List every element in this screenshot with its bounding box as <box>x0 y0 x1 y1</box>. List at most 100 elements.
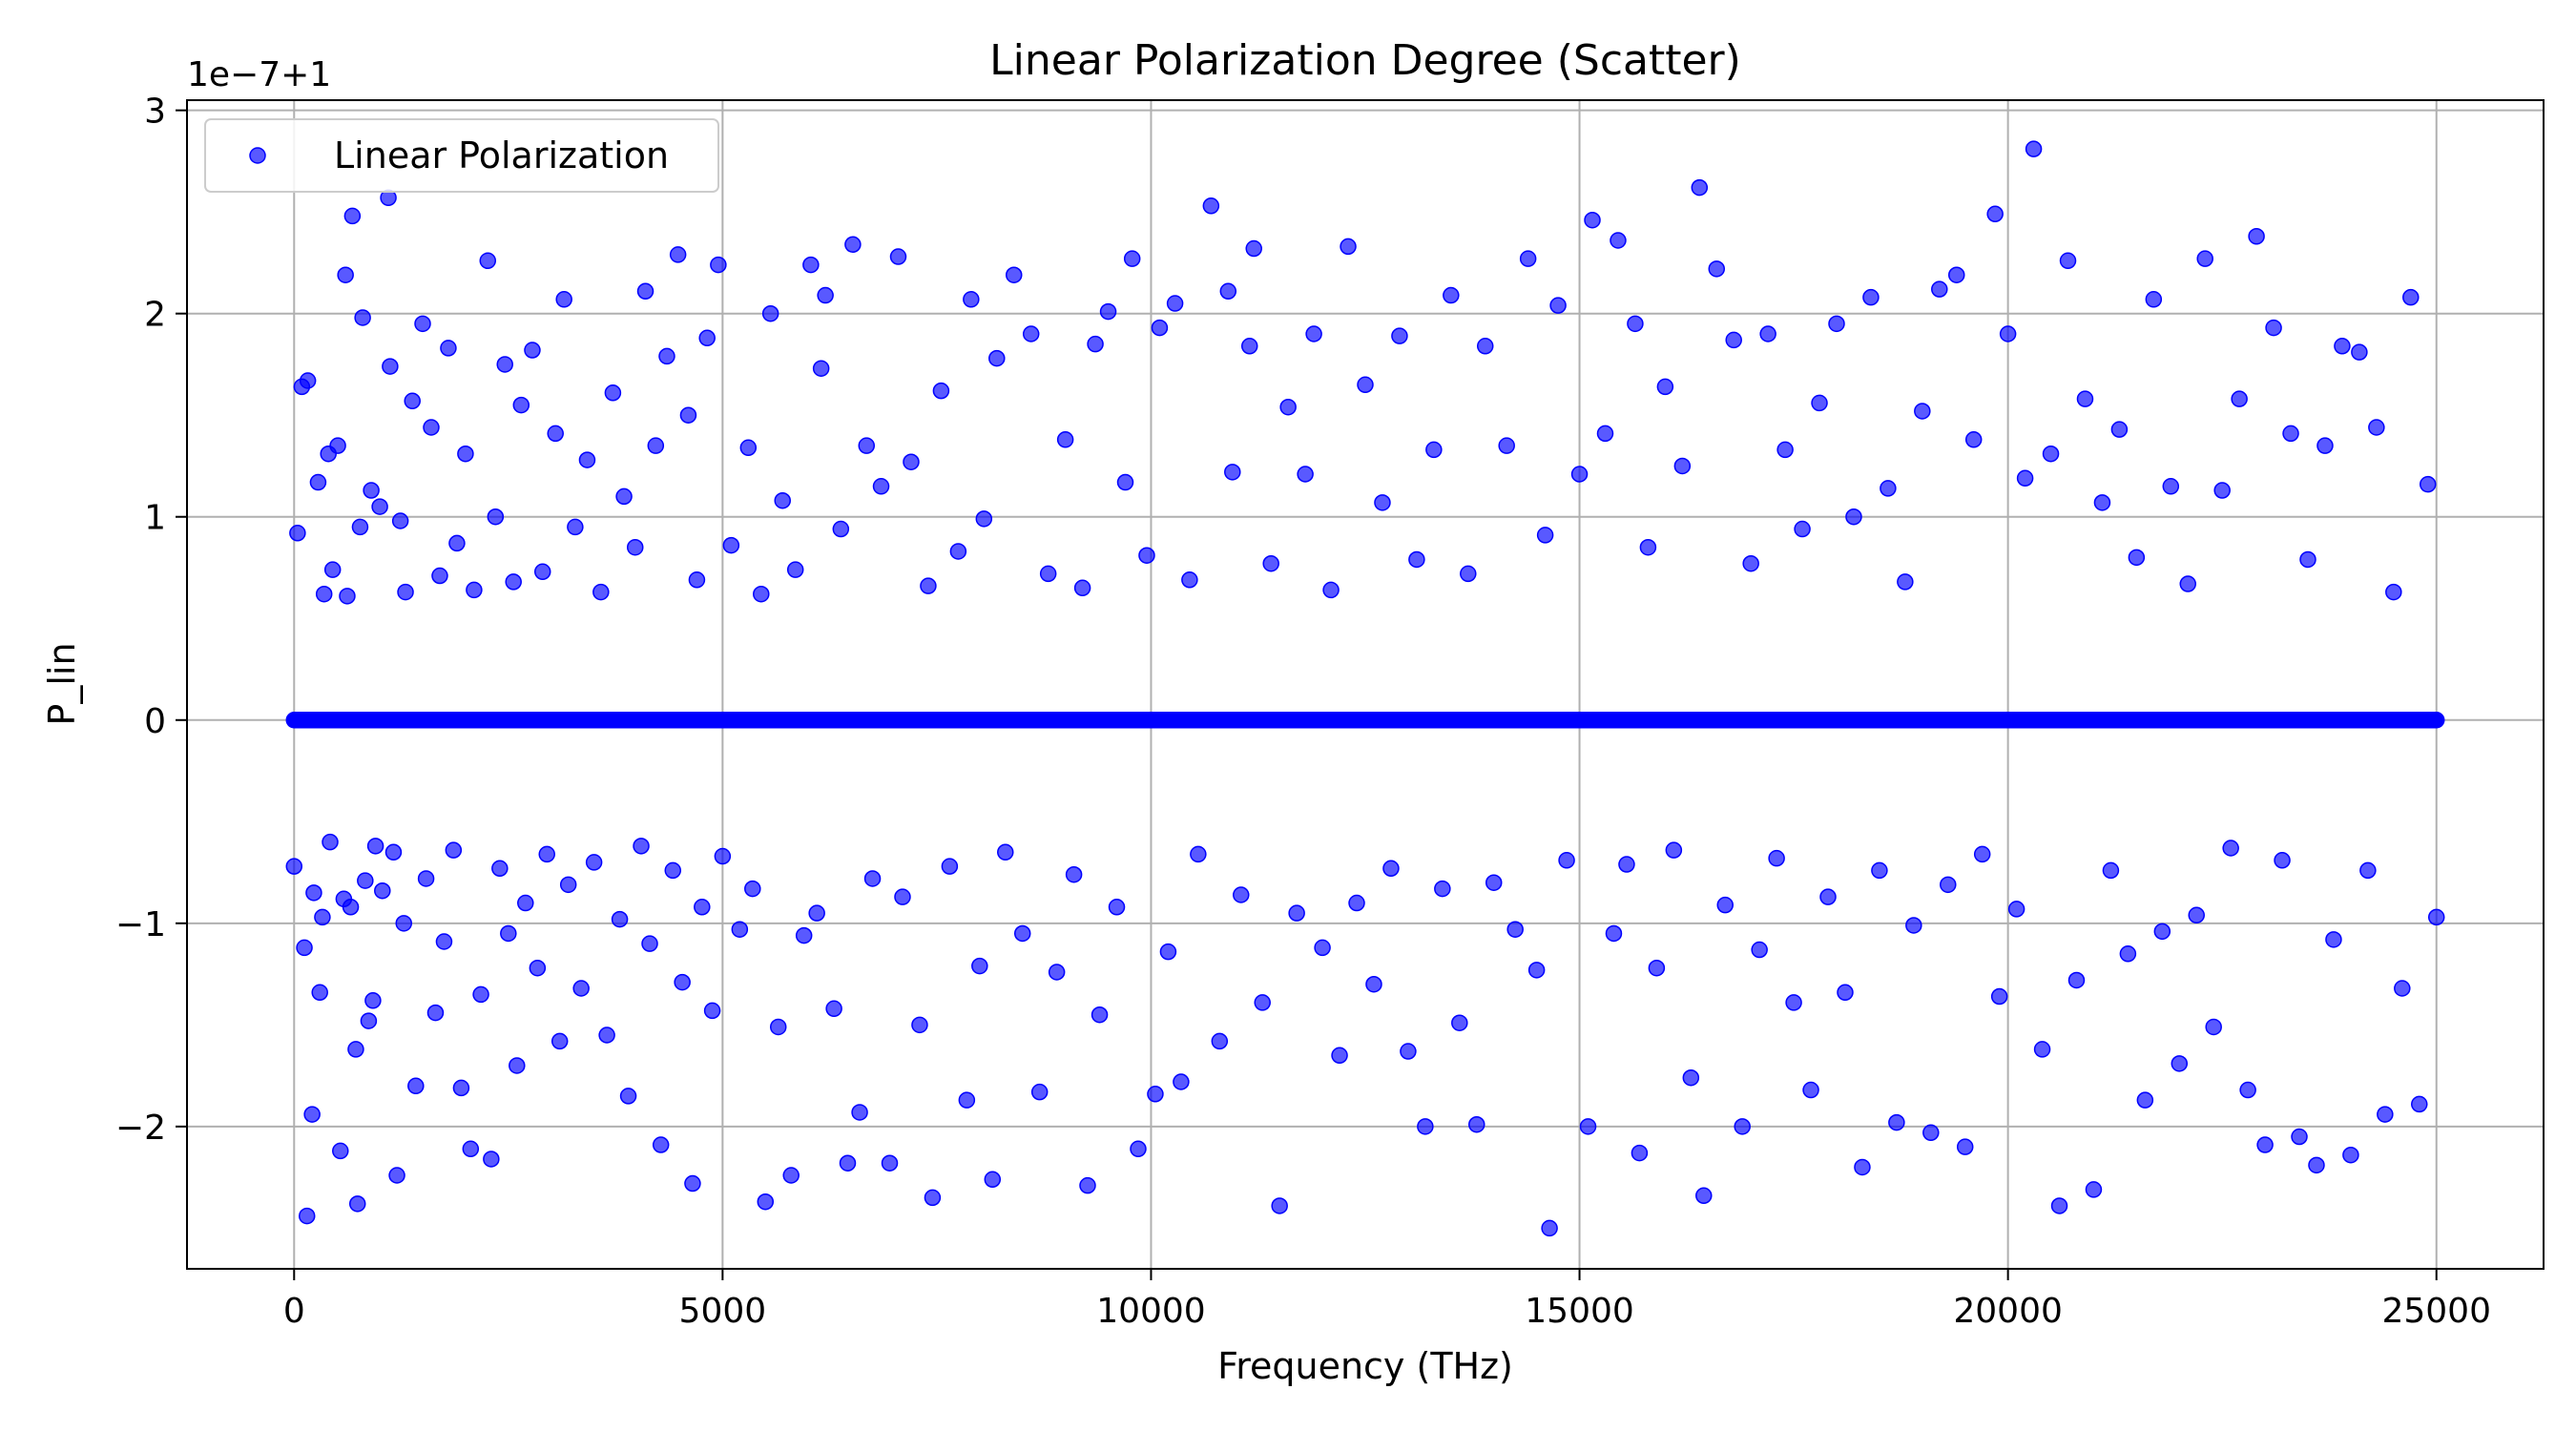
data-point <box>559 876 577 894</box>
data-point <box>323 561 342 578</box>
data-point <box>592 583 610 601</box>
data-point <box>1922 1124 1940 1142</box>
data-point <box>2342 1146 2359 1164</box>
data-point <box>1173 1073 1190 1090</box>
data-point <box>1673 457 1692 475</box>
y-offset-label: 1e−7+1 <box>187 55 331 94</box>
data-point <box>395 915 412 932</box>
data-point <box>971 957 988 975</box>
data-point <box>311 984 328 1002</box>
data-point <box>2119 945 2137 963</box>
y-tick-label: −1 <box>115 905 166 944</box>
data-point <box>529 959 547 977</box>
data-point <box>889 248 907 265</box>
data-point <box>761 304 779 322</box>
data-point <box>466 581 483 599</box>
data-point <box>2205 1018 2222 1036</box>
data-point <box>2188 906 2205 924</box>
data-point <box>462 1140 480 1158</box>
data-point <box>1022 325 1040 342</box>
data-point <box>2222 840 2239 857</box>
data-point <box>975 510 993 528</box>
data-point <box>1348 894 1365 912</box>
data-point <box>1408 550 1425 569</box>
data-point <box>452 1079 470 1097</box>
data-point <box>903 453 920 470</box>
data-point <box>1391 327 1408 344</box>
data-point <box>1271 1197 1288 1214</box>
data-point <box>988 349 1006 367</box>
data-point <box>1618 856 1635 873</box>
data-point <box>1108 899 1126 916</box>
data-point <box>1802 1081 1819 1099</box>
data-point <box>710 256 727 274</box>
data-point <box>2128 549 2146 567</box>
data-point <box>1190 845 1207 863</box>
data-point <box>397 583 414 601</box>
data-point <box>664 861 682 880</box>
data-point <box>348 1195 366 1213</box>
legend: Linear Polarization <box>204 118 719 193</box>
data-point <box>289 525 306 542</box>
data-point <box>1073 579 1091 597</box>
data-point <box>382 358 399 375</box>
data-point <box>997 843 1014 861</box>
data-point <box>2308 1156 2325 1174</box>
data-point <box>636 282 654 301</box>
data-point <box>1708 260 1726 278</box>
data-point <box>2239 1081 2256 1099</box>
data-point <box>1862 288 1880 306</box>
data-point <box>354 309 371 326</box>
data-point <box>1087 335 1104 353</box>
data-point <box>309 473 327 491</box>
chart-title: Linear Polarization Degree (Scatter) <box>989 36 1741 85</box>
data-point <box>1039 565 1057 583</box>
x-tick-label: 25000 <box>2381 1292 2491 1331</box>
data-point <box>1030 1083 1049 1101</box>
data-point <box>342 899 360 916</box>
data-point <box>1305 325 1322 342</box>
data-point <box>1005 266 1023 283</box>
data-point <box>457 445 474 463</box>
data-point <box>1151 319 1169 337</box>
data-point <box>2059 252 2077 270</box>
data-point <box>731 921 749 938</box>
data-point <box>2050 1197 2068 1214</box>
data-point <box>812 360 830 377</box>
data-point <box>1400 1043 1417 1060</box>
data-point <box>315 585 333 603</box>
data-point <box>1558 852 1575 869</box>
data-point <box>615 487 633 506</box>
data-point <box>1506 921 1524 938</box>
axis-ticks: 0 5000 10000 15000 20000 25000 −2 −1 0 1 2 3 <box>115 93 2491 1331</box>
data-point <box>1734 1118 1751 1135</box>
data-point <box>2359 861 2377 880</box>
data-point <box>524 342 541 359</box>
data-point <box>1138 547 1155 564</box>
data-point <box>533 563 551 581</box>
data-point <box>1897 573 1914 591</box>
data-point <box>1837 984 1854 1002</box>
data-point <box>1340 238 1357 256</box>
data-point <box>1627 315 1644 333</box>
data-point <box>551 1032 569 1050</box>
data-point <box>924 1189 942 1207</box>
data-point <box>1940 876 1957 894</box>
data-point <box>347 1041 364 1058</box>
data-point <box>1947 266 1965 283</box>
data-point <box>2093 494 2111 511</box>
data-point <box>1725 331 1742 349</box>
data-point <box>598 1027 615 1044</box>
data-point <box>1570 466 1589 483</box>
data-point <box>1331 1047 1348 1065</box>
data-point <box>366 838 384 855</box>
data-point <box>483 1151 500 1168</box>
data-point <box>1549 297 1567 314</box>
data-point <box>1322 581 1340 599</box>
legend-box <box>204 118 719 193</box>
data-point <box>941 858 959 875</box>
data-point <box>299 372 317 389</box>
data-point <box>2196 250 2213 267</box>
data-point <box>1159 943 1177 961</box>
data-point <box>669 246 687 263</box>
